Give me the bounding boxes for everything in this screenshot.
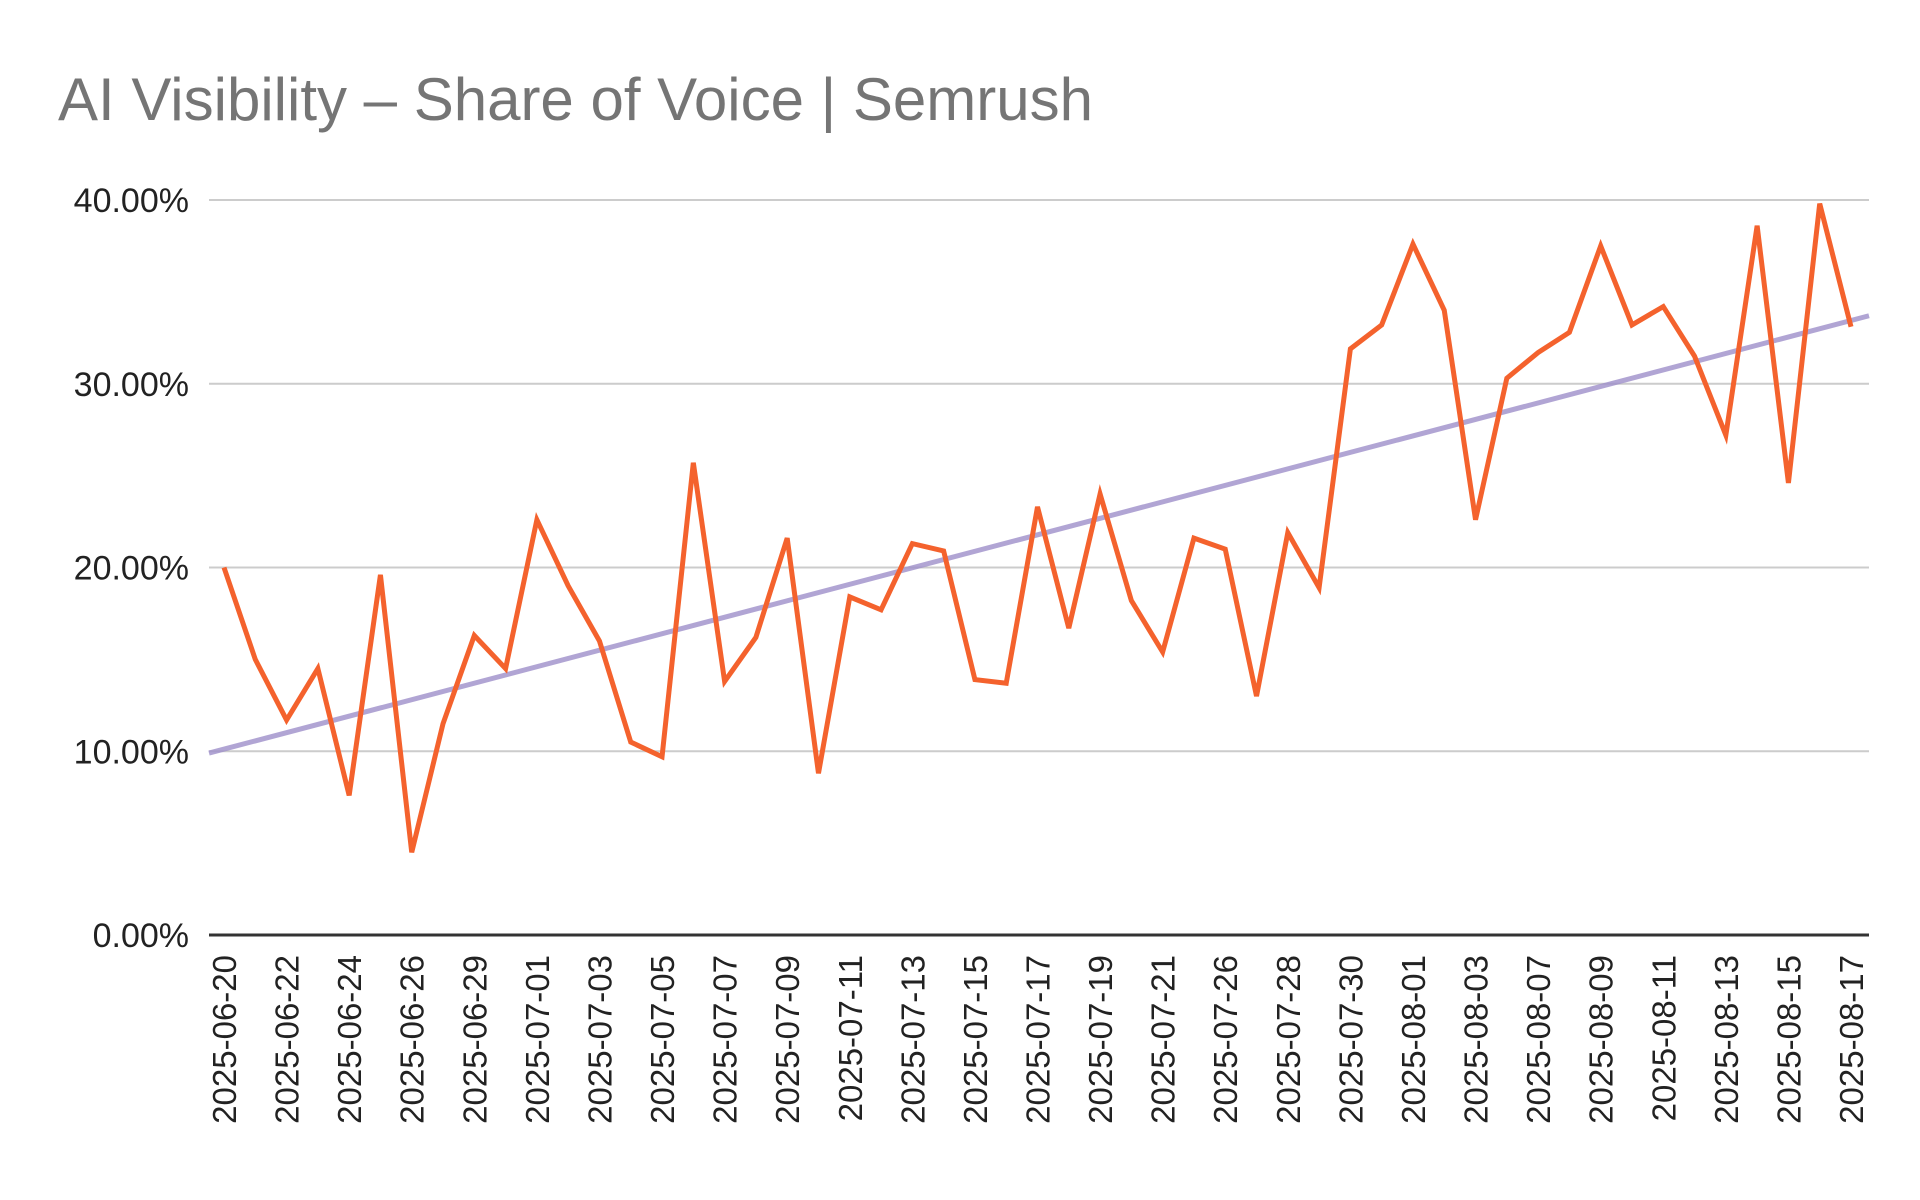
x-tick-label: 2025-07-17	[1020, 955, 1057, 1124]
x-tick-label: 2025-07-13	[894, 955, 931, 1124]
y-tick-label: 0.00%	[93, 917, 189, 955]
x-tick-label: 2025-07-09	[769, 955, 806, 1124]
x-tick-label: 2025-07-03	[581, 955, 618, 1124]
x-tick-label: 2025-07-05	[644, 955, 681, 1124]
x-tick-label: 2025-06-26	[394, 955, 431, 1124]
x-tick-label: 2025-08-11	[1645, 955, 1682, 1121]
x-tick-label: 2025-07-19	[1082, 955, 1119, 1124]
x-tick-label: 2025-07-21	[1145, 955, 1182, 1124]
x-tick-label: 2025-08-03	[1458, 955, 1495, 1124]
x-tick-label: 2025-06-29	[456, 955, 493, 1124]
x-tick-label: 2025-07-26	[1207, 955, 1244, 1124]
x-tick-label: 2025-07-15	[957, 955, 994, 1124]
y-tick-label: 20.00%	[74, 550, 189, 588]
trendline	[208, 313, 1870, 756]
y-tick-label: 10.00%	[74, 733, 189, 771]
x-tick-label: 2025-07-30	[1332, 955, 1369, 1124]
chart-title: AI Visibility – Share of Voice | Semrush	[58, 66, 1093, 133]
y-tick-label: 30.00%	[74, 366, 189, 404]
x-tick-label: 2025-07-01	[519, 955, 556, 1124]
x-tick-label: 2025-07-07	[707, 955, 744, 1124]
x-tick-label: 2025-06-24	[331, 955, 368, 1124]
x-tick-label: 2025-06-22	[269, 955, 306, 1124]
series-line-share-of-voice	[221, 203, 1854, 853]
x-tick-label: 2025-08-15	[1770, 955, 1807, 1124]
x-tick-label: 2025-08-09	[1583, 955, 1620, 1124]
x-tick-label: 2025-08-01	[1395, 955, 1432, 1124]
x-tick-label: 2025-07-28	[1270, 955, 1307, 1124]
x-tick-label: 2025-08-13	[1708, 955, 1745, 1124]
x-tick-label: 2025-08-17	[1833, 955, 1870, 1124]
y-tick-label: 40.00%	[74, 182, 189, 220]
x-tick-label: 2025-08-07	[1520, 955, 1557, 1124]
x-tick-label: 2025-06-20	[206, 955, 243, 1124]
x-tick-label: 2025-07-11	[832, 955, 869, 1121]
